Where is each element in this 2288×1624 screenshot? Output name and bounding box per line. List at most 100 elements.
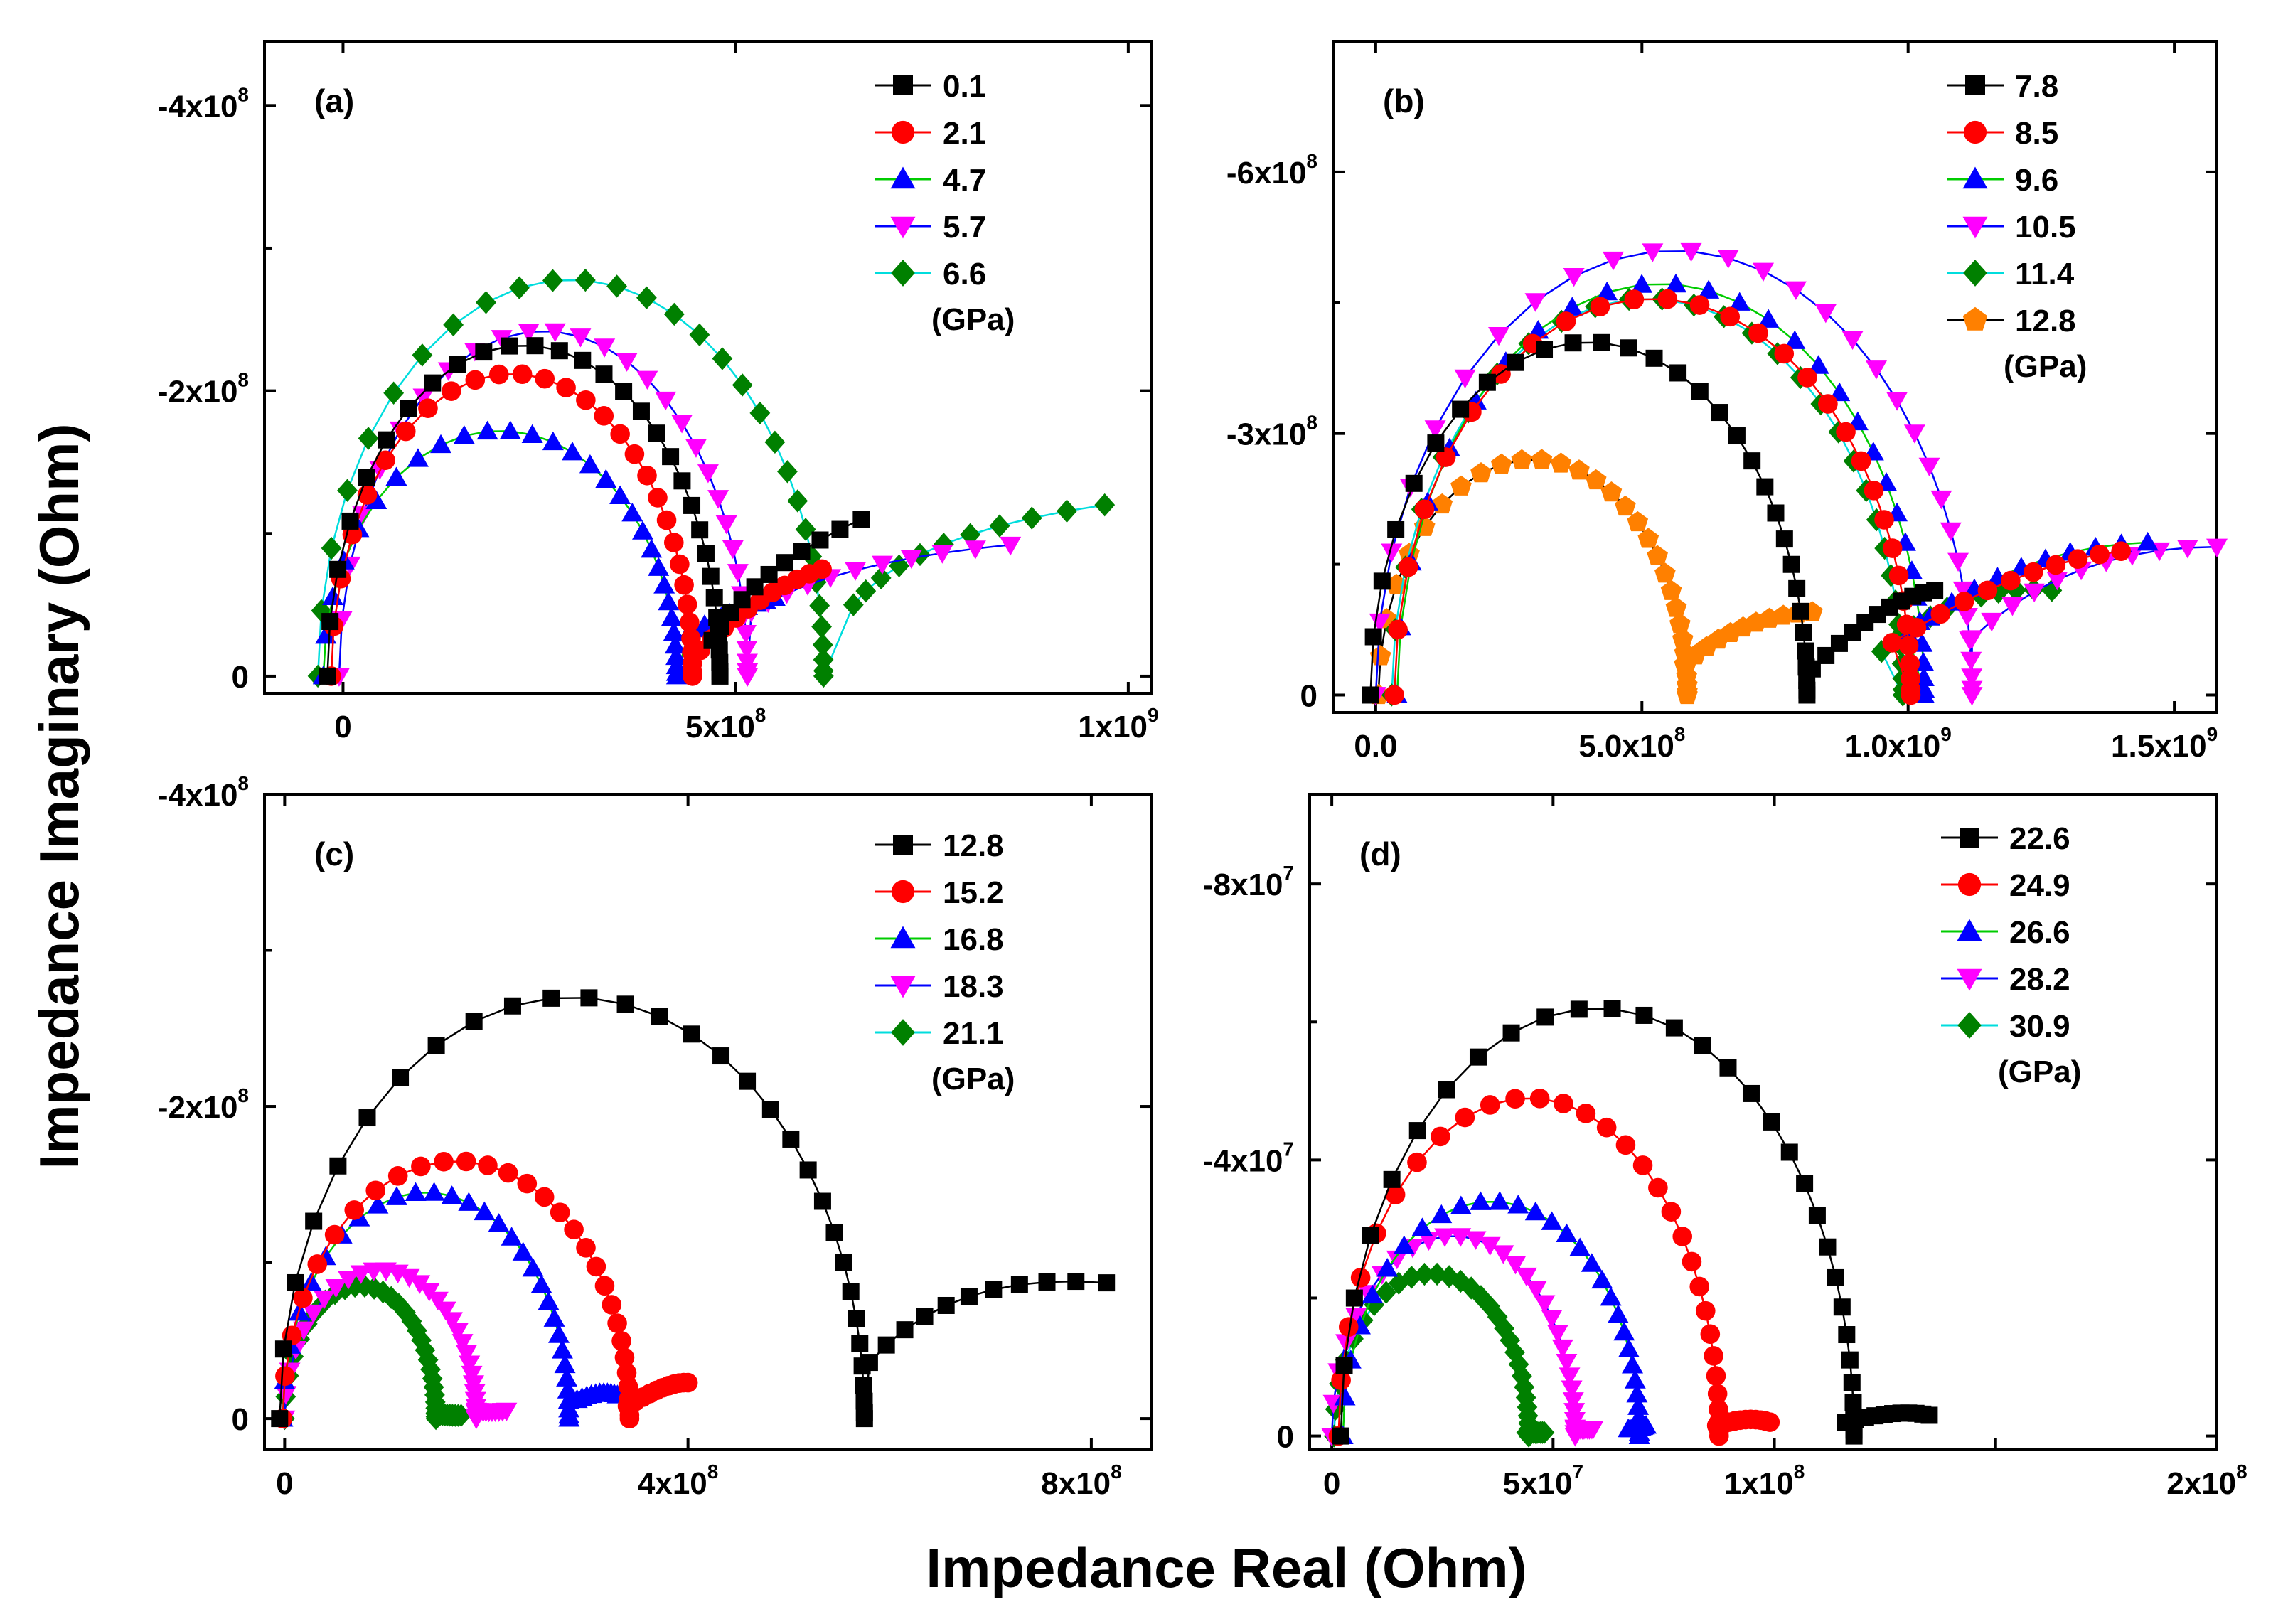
panel-c-y-tick-label: 0 [232,1402,249,1437]
panel-b-point-12.8 [1470,462,1492,483]
panel-b-legend-label-10.5: 10.5 [2015,210,2076,245]
panel-c-point-18.3 [427,1291,449,1311]
panel-a-y-tick-label: 0 [232,660,249,695]
panel-d-legend: 22.6 24.9 26.6 28.2 30.9 (GPa) [1941,821,2081,1089]
panel-c-point-12.8 [937,1296,955,1314]
panel-a-point-0.1 [811,531,829,549]
panel-c-point-12.8 [651,1008,668,1025]
panel-a-point-4.7 [621,503,643,522]
panel-c-point-18.3 [455,1345,477,1364]
panel-d-point-28.2 [1418,1232,1440,1251]
panel-a-point-4.7 [365,490,387,509]
panel-c-point-12.8 [329,1157,347,1175]
panel-b-point-8.5 [1977,580,1998,601]
panel-a-label: (a) [314,82,354,119]
panel-b-point-12.8 [1637,528,1659,548]
panel-c-point-16.8 [543,1308,565,1327]
panel-c-point-16.8 [530,1274,552,1293]
panel-a-point-6.6 [811,615,832,639]
panel-c-point-16.8 [556,1367,578,1387]
panel-b-point-10.5 [1961,687,1983,706]
panel-c-point-21.1 [406,1319,427,1342]
panel-b-point-10.5 [1814,304,1837,324]
panel-c-y-tick-label: -2x108 [158,1084,249,1125]
panel-d-point-26.6 [1618,1338,1640,1357]
panel-b-point-8.5 [1930,604,1951,624]
panel-b-point-7.8 [1691,383,1709,400]
panel-b-point-8.5 [2024,562,2043,582]
panel-c-point-15.2 [607,1313,627,1333]
panel-b-point-7.8 [1728,427,1746,445]
panel-a-legend-unit: (GPa) [931,302,1015,337]
panel-a-point-2.1 [395,421,416,442]
panel-a-point-6.6 [855,579,877,603]
panel-c-y-tick-label: -4x108 [158,772,249,813]
panel-b-legend-marker-12.8 [1962,306,1988,331]
panel-c-point-15.2 [344,1200,365,1220]
panel-c-point-18.3 [302,1304,324,1324]
panel-d-point-26.6 [1541,1211,1563,1230]
panel-b-point-7.8 [1620,339,1637,357]
panel-b-point-10.5 [1717,250,1739,269]
panel-c-point-12.8 [503,997,521,1015]
panel-a-point-6.6 [636,286,657,309]
panel-c-point-18.3 [350,1265,372,1284]
panel-a-point-0.1 [526,337,544,355]
panel-a-point-0.1 [501,337,518,355]
panel-c-point-18.3 [293,1321,315,1341]
panel-a-point-0.1 [574,351,592,369]
panel-b-point-8.5 [1657,289,1678,309]
panel-d-point-24.9 [1672,1227,1693,1246]
panel-b-legend-marker-9.6 [1962,166,1988,189]
panel-d-point-30.9 [1470,1285,1492,1308]
panel-d-point-22.6 [1808,1207,1826,1224]
panel-b-point-7.8 [1452,400,1470,418]
panel-a-point-0.1 [831,520,849,538]
panel-d-point-22.6 [1763,1113,1780,1131]
panel-a-point-6.6 [1094,493,1116,517]
panel-a-point-6.6 [321,536,342,560]
panel-c-legend-marker-21.1 [891,1019,915,1046]
panel-a-point-2.1 [812,559,832,579]
panel-c-point-12.8 [985,1281,1003,1298]
panel-a-point-5.7 [707,490,729,509]
panel-d-point-22.6 [1536,1008,1554,1026]
panel-c-point-16.8 [458,1192,480,1211]
panel-c-point-12.8 [358,1109,376,1127]
panel-c-legend-label-16.8: 16.8 [943,922,1004,957]
panel-a-point-2.1 [465,370,486,390]
panel-d-y-tick-label: 0 [1277,1420,1294,1455]
panel-d-point-28.2 [1534,1295,1556,1314]
panel-c-point-18.3 [451,1334,474,1353]
panel-d-point-24.9 [1480,1095,1500,1115]
panel-d-point-28.2 [1386,1250,1408,1270]
panel-b-point-8.5 [2046,555,2066,575]
panel-c-legend-label-12.8: 12.8 [943,828,1004,863]
panel-b-point-8.5 [1906,617,1927,638]
panel-a-y-tick-label: -4x108 [158,83,249,124]
panel-d-point-28.2 [1525,1281,1547,1300]
panel-b-x-tick-label: 1.0x109 [1845,723,1952,764]
panel-b-series [1362,242,2228,707]
panel-b-point-10.5 [1903,424,1925,444]
panel-b-point-11.4 [2006,578,2026,602]
panel-a-point-6.6 [787,489,808,513]
panel-b-x-tick-label: 1.5x109 [2111,723,2218,764]
panel-d-point-24.9 [1596,1117,1617,1138]
panel-b-point-8.5 [1901,685,1921,705]
panel-a-point-6.6 [358,427,379,450]
panel-a-point-6.6 [732,373,753,397]
panel-d-x-tick-label: 0 [1323,1466,1340,1501]
panel-a-legend-label-6.6: 6.6 [943,257,986,292]
panel-d-point-22.6 [1844,1394,1862,1411]
panel-c-point-21.1 [451,1404,471,1427]
panel-d-series [1321,1000,1938,1448]
panel-c-x-tick-label: 8x108 [1041,1460,1121,1501]
panel-b-point-10.5 [1642,243,1664,262]
panel-a-point-2.1 [512,364,533,385]
panel-b-point-7.8 [1536,341,1554,358]
panel-d-point-26.6 [1450,1195,1472,1214]
panel-c-point-15.2 [586,1256,606,1277]
panel-b-point-7.8 [1767,504,1785,522]
